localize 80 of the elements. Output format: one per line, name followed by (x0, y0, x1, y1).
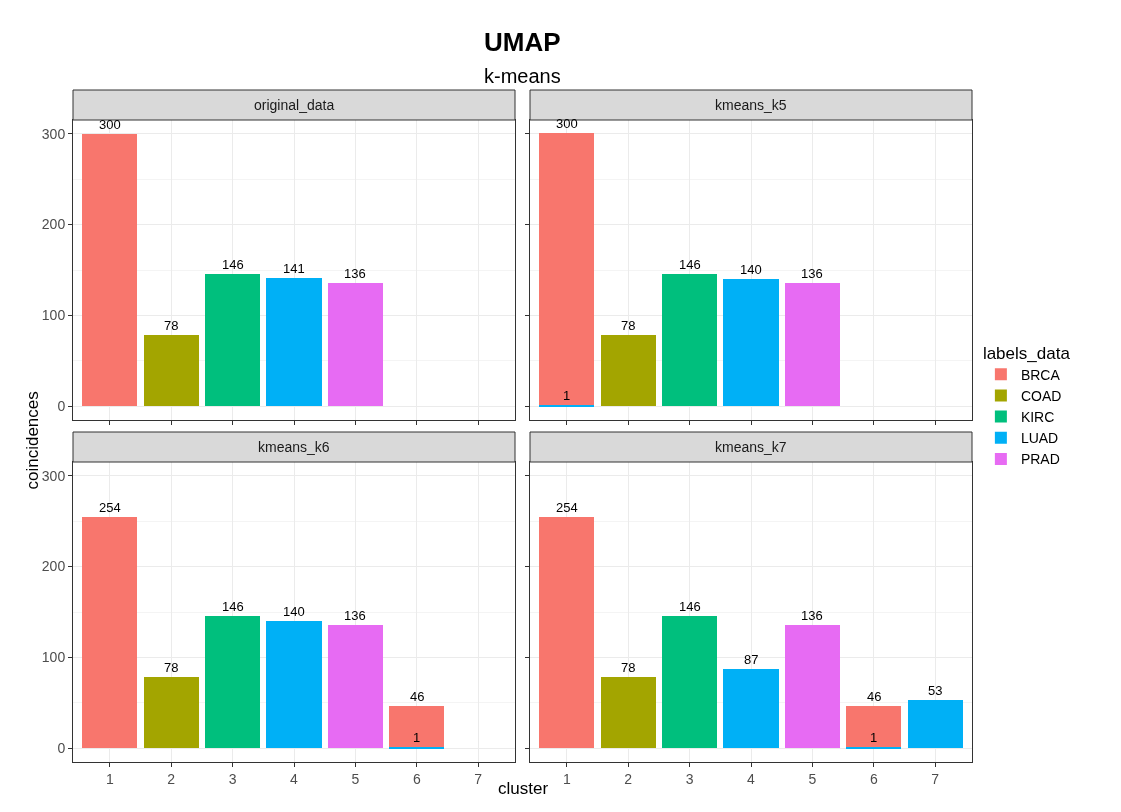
data-label: 254 (556, 500, 578, 515)
y-axis-title: coincidences (22, 391, 42, 490)
x-tick-label: 5 (808, 770, 817, 787)
y-tick-label: 200 (41, 558, 66, 575)
data-label: 136 (344, 608, 366, 623)
data-label: 78 (621, 660, 636, 675)
text: UMAP (484, 27, 561, 57)
bar (661, 615, 718, 749)
x-tick-label: 1 (562, 770, 571, 787)
y-tick-label: 300 (41, 467, 66, 484)
data-label: 146 (222, 599, 244, 614)
data-label: 1 (413, 730, 421, 745)
x-tick-label: 1 (105, 770, 114, 787)
chart-title: kmeans_k5 (715, 97, 787, 113)
data-label: 1 (870, 730, 878, 745)
x-tick-label: 4 (290, 770, 299, 787)
data-label: 78 (621, 318, 636, 333)
data-label: 78 (164, 318, 179, 333)
bar (204, 615, 261, 749)
bar (723, 669, 779, 749)
data-label: 136 (801, 608, 823, 623)
data-label: 146 (679, 599, 701, 614)
y-tick-label: 200 (41, 216, 66, 233)
x-tick-label: 3 (685, 770, 694, 787)
bar (784, 282, 841, 407)
bar (327, 624, 384, 749)
bar (600, 677, 656, 749)
bar (389, 705, 445, 748)
x-tick-label: 5 (351, 770, 360, 787)
bar (539, 132, 595, 406)
bar (723, 279, 779, 407)
legend-label: KIRC (1020, 409, 1055, 426)
bar (846, 705, 902, 748)
data-label: 300 (556, 116, 578, 131)
bar (539, 517, 595, 749)
legend-label: PRAD (1020, 451, 1060, 468)
bar (907, 700, 963, 749)
bar (600, 335, 656, 407)
data-label: 87 (744, 652, 759, 667)
data-label: 136 (344, 266, 366, 281)
data-label: 141 (283, 261, 305, 276)
data-label: 46 (867, 689, 882, 704)
data-label: 140 (740, 262, 762, 277)
data-label: 254 (99, 500, 121, 515)
data-label: 300 (99, 117, 121, 132)
bar (143, 677, 199, 749)
chart-title: original_data (254, 97, 335, 113)
y-tick-label: 300 (41, 125, 66, 142)
data-label: 1 (563, 388, 571, 403)
x-tick-label: 2 (167, 770, 176, 787)
y-tick-label: 100 (41, 307, 66, 324)
x-tick-label: 6 (412, 770, 421, 787)
x-tick-label: 7 (474, 770, 483, 787)
bar (82, 517, 138, 749)
data-label: 146 (679, 257, 701, 272)
legend-label: LUAD (1020, 430, 1059, 447)
legend-label: COAD (1020, 387, 1062, 404)
data-label: 46 (410, 689, 425, 704)
x-tick-label: 4 (747, 770, 756, 787)
x-tick-label: 6 (869, 770, 878, 787)
data-label: 146 (222, 257, 244, 272)
x-axis-title: cluster (498, 779, 549, 798)
x-tick-label: 7 (931, 770, 940, 787)
data-label: 53 (928, 683, 943, 698)
bar (661, 273, 718, 407)
x-tick-label: 3 (228, 770, 237, 787)
y-tick-label: 0 (57, 740, 66, 757)
data-label: 136 (801, 266, 823, 281)
bar (266, 621, 322, 749)
legend-title: labels_data (982, 343, 1071, 363)
x-tick-label: 2 (624, 770, 633, 787)
data-label: 78 (164, 660, 179, 675)
text: k-means (484, 65, 561, 87)
legend-label: BRCA (1020, 366, 1061, 383)
bar (784, 624, 841, 749)
y-tick-label: 0 (57, 398, 66, 415)
y-tick-label: 100 (41, 649, 66, 666)
data-label: 140 (283, 604, 305, 619)
chart-title: kmeans_k6 (258, 439, 330, 455)
chart-title: kmeans_k7 (715, 439, 787, 455)
